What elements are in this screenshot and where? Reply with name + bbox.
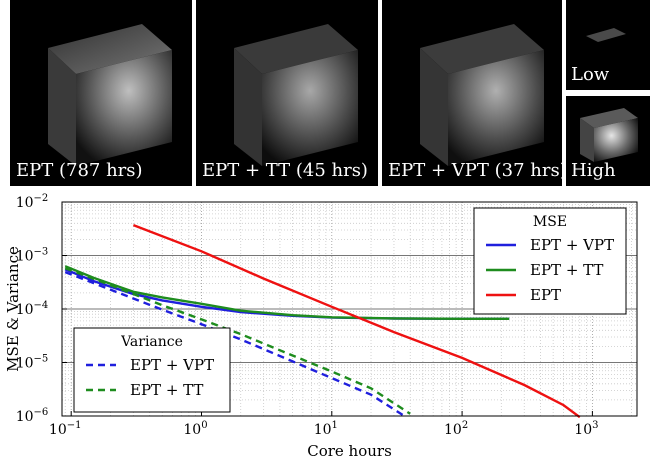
y-tick-exponent: −4	[34, 300, 49, 311]
series-line-mse-ept	[132, 223, 581, 419]
legend-mse-entry: EPT + VPT	[530, 236, 614, 254]
render-panel-ept-vpt: EPT + VPT (37 hrs)	[382, 0, 562, 186]
legend-mse-title: MSE	[533, 214, 567, 230]
render-panel-low: Low	[566, 0, 650, 90]
volume-render-high	[580, 108, 638, 162]
y-tick-exponent: −2	[34, 193, 49, 204]
x-axis-label: Core hours	[307, 442, 392, 460]
panel-caption-low: Low	[571, 64, 610, 85]
panel-caption-ept-tt: EPT + TT (45 hrs)	[202, 160, 368, 181]
x-tick-label: 10−1	[49, 420, 82, 438]
x-tick-exponent: −1	[67, 420, 82, 431]
legend-mse-entry: EPT + TT	[530, 261, 603, 279]
y-tick-label: 10−6	[16, 407, 49, 425]
volume-render-ept	[48, 24, 172, 166]
y-tick-exponent: −5	[34, 354, 49, 365]
x-tick-label: 101	[314, 420, 338, 438]
x-tick-exponent: 3	[592, 420, 598, 431]
volume-render-ept-vpt	[420, 24, 544, 166]
render-panel-ept-tt: EPT + TT (45 hrs)	[196, 0, 378, 186]
volume-render-ept-tt	[234, 24, 358, 166]
panel-caption-ept: EPT (787 hrs)	[16, 160, 143, 181]
legend-mse-entry: EPT	[530, 286, 561, 304]
x-tick-label: 100	[183, 420, 207, 438]
panel-caption-high: High	[571, 160, 616, 181]
series-line-mse-ept-tt	[64, 265, 510, 320]
volume-render-low	[586, 28, 626, 42]
x-tick-exponent: 1	[332, 420, 338, 431]
y-tick-label: 10−2	[16, 193, 49, 211]
x-tick-exponent: 0	[201, 420, 207, 431]
legends: MSE EPT + VPT EPT + TT EPT Variance EPT + VPT…	[73, 207, 627, 413]
legend-variance-entry: EPT + VPT	[130, 356, 214, 374]
y-tick-exponent: −3	[34, 247, 49, 258]
y-axis-label: MSE & Variance	[4, 246, 22, 372]
series-lines	[64, 223, 581, 419]
legend-variance-box	[73, 327, 231, 413]
render-panel-ept: EPT (787 hrs)	[10, 0, 192, 186]
legend-mse: MSE EPT + VPT EPT + TT EPT	[473, 207, 627, 315]
x-tick-exponent: 2	[462, 420, 468, 431]
legend-variance: Variance EPT + VPT EPT + TT	[73, 327, 231, 413]
legend-mse-box	[473, 207, 627, 315]
y-tick-exponent: −6	[34, 407, 49, 418]
x-tick-label: 102	[444, 420, 468, 438]
series-line-variance-ept-vpt	[64, 270, 404, 416]
x-tick-label: 103	[574, 420, 598, 438]
legend-variance-entry: EPT + TT	[130, 381, 203, 399]
legend-variance-title: Variance	[120, 334, 183, 350]
panel-caption-ept-vpt: EPT + VPT (37 hrs)	[388, 160, 562, 181]
series-line-variance-ept-tt	[64, 267, 411, 415]
render-panel-high: High	[566, 96, 650, 186]
